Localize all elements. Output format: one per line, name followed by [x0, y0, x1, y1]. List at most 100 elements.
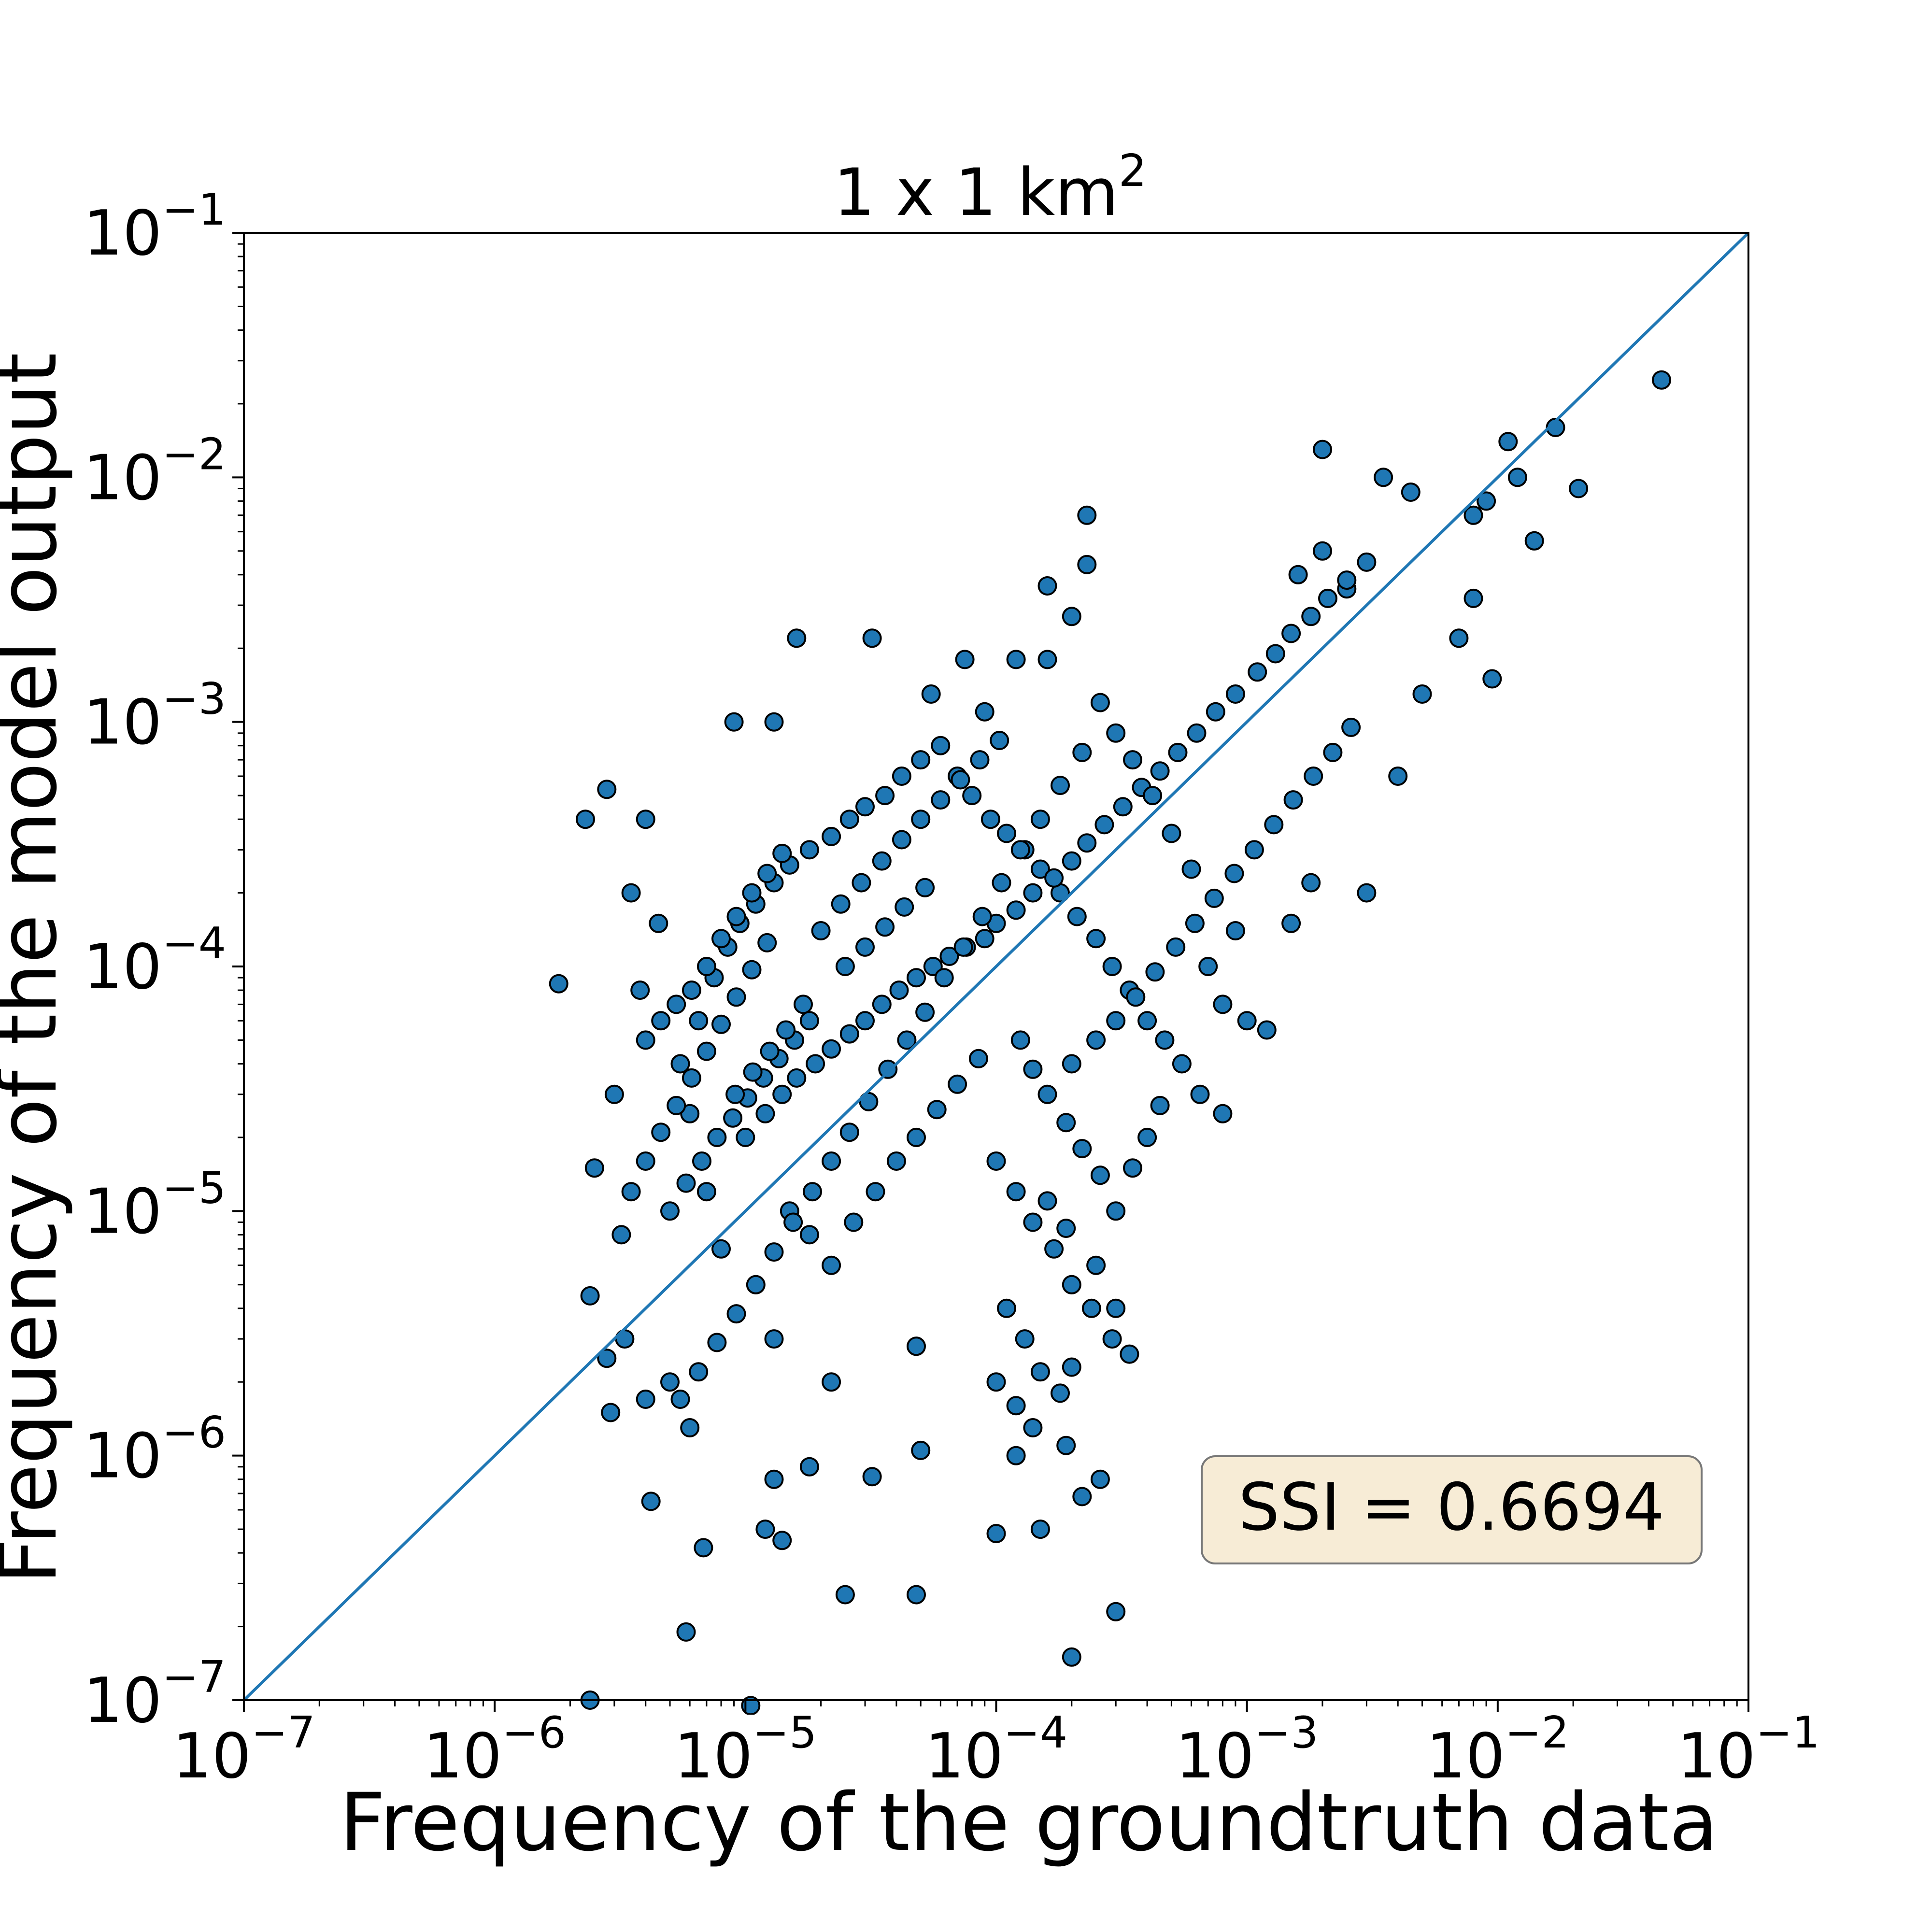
y-tick-labels: 10−7 10−6 10−5 10−4 10−3 10−2 10−1: [83, 185, 226, 1737]
data-point: [911, 810, 931, 829]
data-point: [1123, 750, 1142, 770]
data-point: [968, 1049, 988, 1068]
data-point: [1090, 693, 1110, 712]
data-point: [1237, 1011, 1257, 1031]
data-point: [1106, 723, 1126, 743]
data-point: [1044, 1239, 1064, 1259]
data-point: [799, 840, 819, 860]
data-point: [1388, 767, 1408, 786]
data-point: [794, 994, 813, 1014]
data-point: [764, 1329, 784, 1349]
data-point: [670, 1390, 690, 1409]
x-tick-label: 10−1: [1677, 1707, 1820, 1792]
y-axis-label: Frequency of the model output: [0, 353, 74, 1584]
data-point: [1062, 1275, 1081, 1294]
data-point: [1248, 662, 1267, 682]
data-point: [1051, 1383, 1070, 1403]
x-axis-label: Frequency of the groundtruth data: [340, 1776, 1718, 1869]
data-point: [660, 1372, 680, 1392]
data-point: [972, 907, 992, 926]
data-point: [742, 883, 762, 903]
data-point: [951, 770, 970, 790]
data-point: [799, 1457, 819, 1477]
data-point: [1056, 1113, 1076, 1133]
data-point: [962, 786, 982, 806]
axis-ticks: [232, 232, 1749, 1712]
data-point: [711, 1014, 731, 1034]
data-point: [1265, 644, 1285, 664]
data-point: [584, 1158, 604, 1178]
data-point: [764, 1242, 784, 1262]
data-point: [1106, 1011, 1126, 1031]
y-tick-label: 10−3: [83, 674, 226, 759]
data-point: [694, 1538, 713, 1558]
data-point: [667, 1095, 686, 1115]
data-point: [878, 1059, 898, 1079]
data-point: [866, 1182, 885, 1202]
data-point: [855, 797, 875, 817]
data-point: [927, 1100, 947, 1120]
data-point: [636, 1151, 655, 1171]
data-point: [1137, 1011, 1157, 1031]
data-point: [1077, 554, 1097, 574]
data-point: [611, 1225, 631, 1245]
x-tick-label: 10−5: [674, 1707, 817, 1792]
ssi-annotation-text: SSI = 0.6694: [1238, 1469, 1665, 1545]
data-point: [1244, 840, 1264, 860]
data-point: [1006, 650, 1026, 669]
data-point: [855, 937, 875, 957]
data-point: [948, 1074, 967, 1094]
data-point: [1150, 761, 1170, 781]
data-point: [1224, 864, 1244, 883]
ssi-annotation-box: [1201, 1455, 1703, 1564]
data-point: [1030, 1362, 1050, 1382]
data-point: [743, 1062, 763, 1082]
data-point: [1304, 767, 1323, 786]
data-point: [907, 1127, 926, 1147]
data-point: [621, 1182, 641, 1202]
data-point: [760, 1041, 780, 1061]
data-point: [1072, 742, 1092, 762]
data-point: [1010, 1030, 1030, 1050]
data-point: [852, 873, 871, 893]
data-point: [670, 1054, 690, 1074]
data-point: [667, 994, 686, 1014]
data-point: [915, 878, 935, 897]
data-point: [831, 894, 851, 914]
data-point: [990, 731, 1009, 750]
data-point: [1077, 505, 1097, 525]
data-point: [1341, 717, 1361, 737]
data-point: [689, 1362, 709, 1382]
y-tick-label: 10−5: [83, 1163, 226, 1248]
data-point: [975, 702, 994, 722]
data-point: [1056, 1435, 1076, 1455]
data-point: [1225, 684, 1245, 704]
data-point: [725, 1084, 745, 1104]
data-point: [862, 1467, 882, 1487]
data-point: [1190, 1084, 1210, 1104]
data-point: [1357, 552, 1377, 572]
data-point: [839, 1024, 859, 1044]
data-point: [696, 1182, 716, 1202]
data-point: [1113, 797, 1133, 817]
data-point: [1187, 723, 1207, 743]
data-point: [1482, 669, 1502, 689]
data-point: [1015, 1329, 1035, 1349]
data-point: [799, 1225, 819, 1245]
data-point: [1072, 1487, 1092, 1506]
data-point: [803, 1182, 822, 1202]
data-point: [787, 628, 807, 648]
data-point: [1143, 786, 1163, 806]
data-point: [915, 1002, 935, 1022]
data-point: [811, 921, 831, 940]
data-point: [1168, 742, 1188, 762]
data-point: [1498, 432, 1518, 452]
data-point: [1123, 1158, 1142, 1178]
data-point: [711, 929, 731, 949]
data-point: [1155, 1030, 1175, 1050]
data-point: [1086, 1030, 1106, 1050]
data-point: [1337, 570, 1357, 590]
data-point: [680, 1418, 700, 1437]
data-point: [597, 1349, 617, 1368]
data-point: [1062, 1054, 1081, 1074]
